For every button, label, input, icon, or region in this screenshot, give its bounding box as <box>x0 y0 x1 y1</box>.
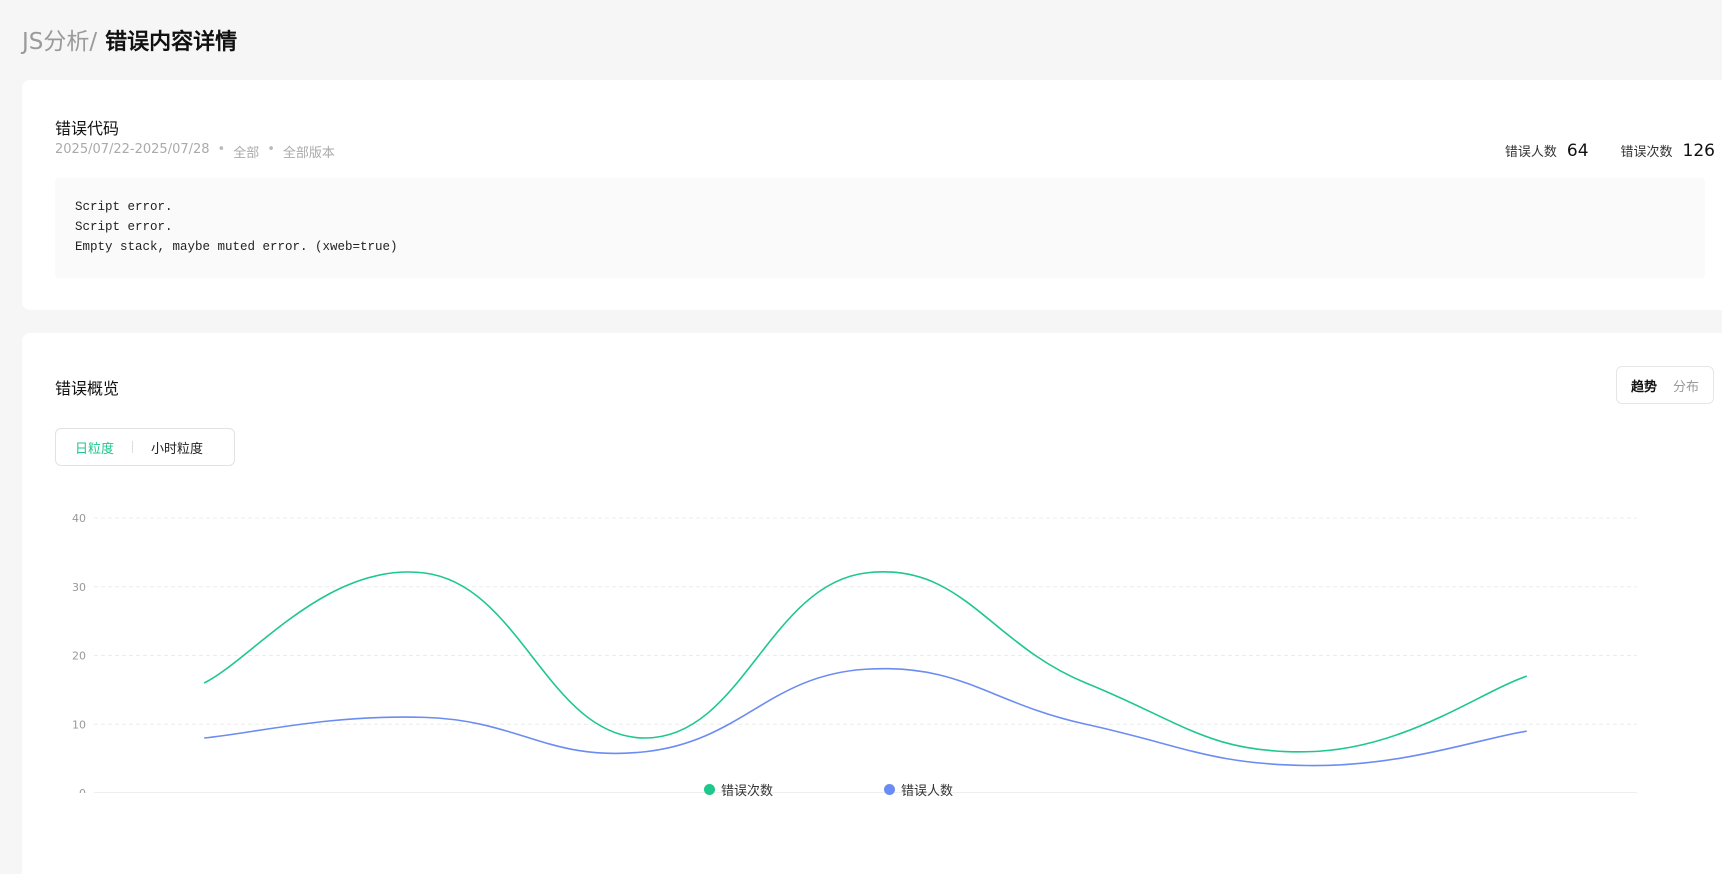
legend-label-count[interactable]: 错误次数 <box>721 784 774 799</box>
legend-swatch-count <box>704 784 715 795</box>
error-count-label: 错误次数 <box>1620 145 1673 160</box>
legend-label-users[interactable]: 错误人数 <box>901 784 954 799</box>
code-line: Script error. <box>75 200 173 214</box>
y-tick-label: 20 <box>72 650 86 663</box>
error-overview-card: 错误概览 趋势 分布 日粒度 小时粒度 010203040 07-2207-23… <box>22 333 1722 874</box>
breadcrumb-parent-link[interactable]: JS分析/ <box>22 29 98 55</box>
view-toggle: 趋势 分布 <box>1615 366 1714 404</box>
series-line-error-users <box>204 667 1527 767</box>
error-code-card: 错误代码 2025/07/22-2025/07/28 • 全部 • 全部版本 错… <box>22 80 1722 310</box>
error-code-block: Script error. Script error. Empty stack,… <box>55 178 1705 278</box>
series-line-error-count <box>203 571 1528 753</box>
error-meta: 2025/07/22-2025/07/28 • 全部 • 全部版本 <box>55 142 335 161</box>
y-tick-label: 10 <box>72 718 86 731</box>
tab-distribution[interactable]: 分布 <box>1672 379 1699 395</box>
legend-swatch-users <box>884 784 895 795</box>
error-users-label: 错误人数 <box>1504 145 1557 160</box>
breadcrumb: JS分析/ 错误内容详情 <box>22 22 237 62</box>
date-range: 2025/07/22-2025/07/28 <box>55 142 210 157</box>
tab-day-granularity[interactable]: 日粒度 <box>75 441 115 457</box>
meta-separator: • <box>217 142 226 157</box>
code-line: Empty stack, maybe muted error. (xweb=tr… <box>75 240 398 254</box>
chart-legend: 错误人数 <box>884 780 953 799</box>
chart-legend: 错误次数 <box>704 780 773 799</box>
tab-hour-granularity[interactable]: 小时粒度 <box>151 441 204 457</box>
error-code-title: 错误代码 <box>55 119 120 138</box>
error-stats: 错误人数 64 错误次数 126 <box>1505 141 1715 161</box>
trend-chart: 010203040 07-2207-2307-2407-2507-2607-27… <box>72 512 1637 793</box>
code-line: Script error. <box>75 220 173 234</box>
filter-version: 全部版本 <box>282 146 335 161</box>
error-users-value: 64 <box>1566 141 1589 161</box>
segment-divider <box>132 441 134 453</box>
overview-title: 错误概览 <box>55 379 120 398</box>
tab-trend[interactable]: 趋势 <box>1630 379 1657 395</box>
error-count-value: 126 <box>1682 141 1715 161</box>
y-tick-label: 30 <box>72 581 86 594</box>
page-title: 错误内容详情 <box>105 30 238 55</box>
filter-scope: 全部 <box>233 146 260 161</box>
y-tick-label: 40 <box>72 512 86 525</box>
meta-separator: • <box>267 142 275 157</box>
granularity-toggle: 日粒度 小时粒度 <box>55 428 235 466</box>
y-tick-label: 0 <box>79 787 86 793</box>
